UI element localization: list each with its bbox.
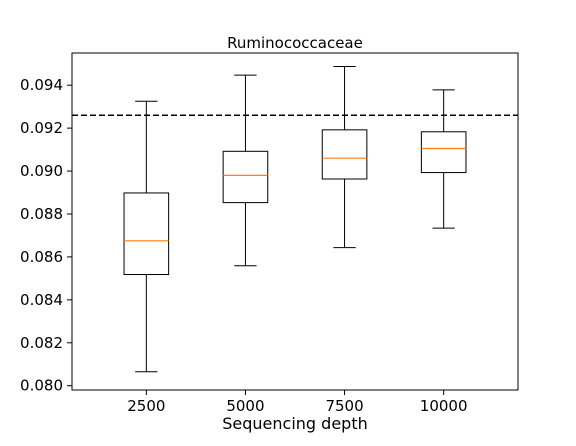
y-tick-label: 0.084 [20,291,63,309]
plot-area: 0.080 0.082 0.084 0.086 0.088 0.090 0.092 0.094… [20,52,519,415]
box-iqr [420,131,467,174]
x-tick-label: 2500 [127,397,165,415]
axes-frame [71,52,519,391]
x-tick-label: 10000 [420,397,468,415]
y-tick-label: 0.092 [20,119,63,137]
box-iqr [321,129,368,180]
chart-title: Ruminococcaceae [227,34,363,52]
y-tick-label: 0.090 [20,162,63,180]
y-tick-label: 0.082 [20,334,63,352]
x-axis-label: Sequencing depth [222,414,367,433]
y-tick-label: 0.086 [20,248,63,266]
y-tick-label: 0.080 [20,377,63,395]
box-iqr [123,192,170,276]
box-iqr [222,150,269,204]
y-tick-label: 0.094 [20,76,63,94]
y-tick-label: 0.088 [20,205,63,223]
x-tick-label: 5000 [226,397,264,415]
x-tick-label: 7500 [325,397,363,415]
